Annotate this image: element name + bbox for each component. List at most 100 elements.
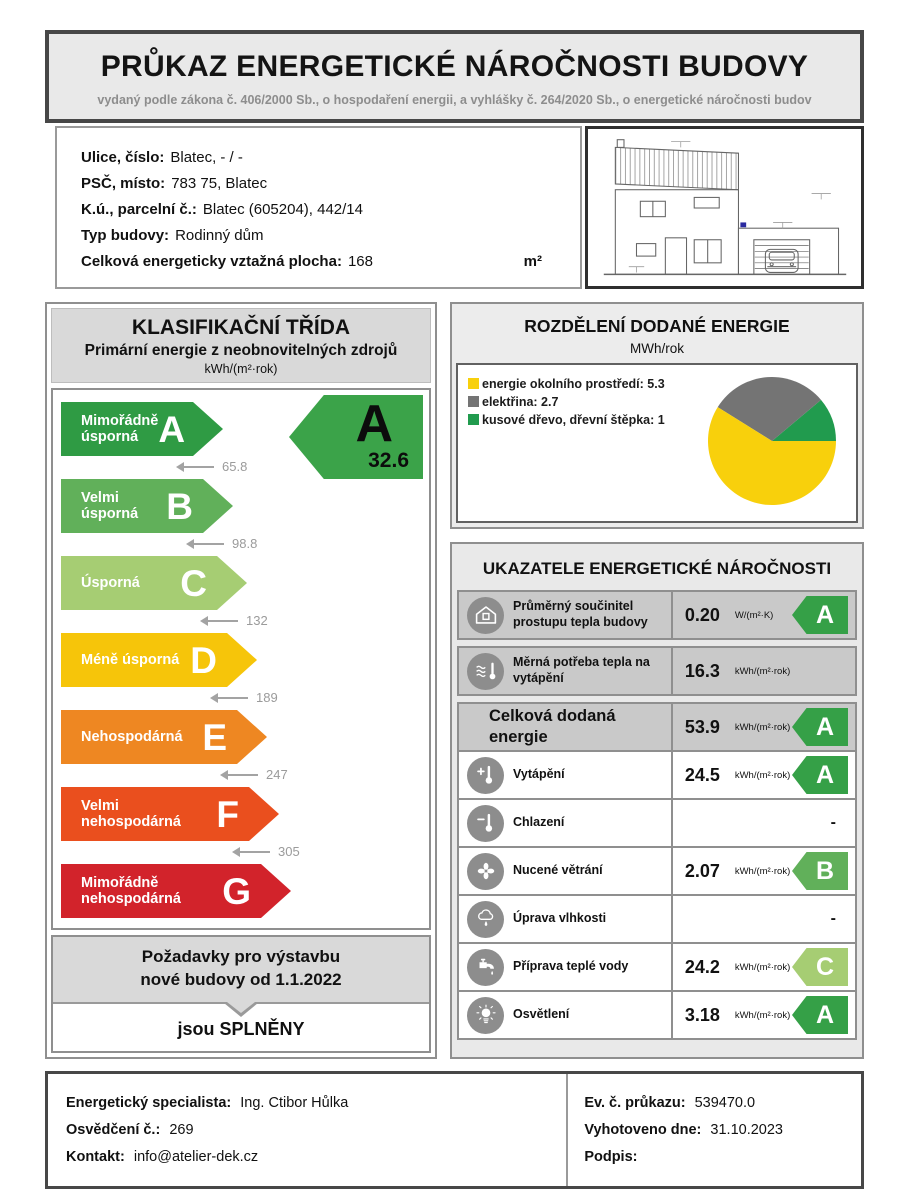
house-icon <box>467 596 504 634</box>
threshold-arrow-icon <box>220 769 258 780</box>
threshold-arrow-icon <box>176 461 214 472</box>
threshold-arrow-icon <box>232 846 270 857</box>
threshold-a: 65.8 <box>176 458 429 475</box>
threshold-arrow-icon <box>186 538 224 549</box>
legend-item: elektřina: 2.7 <box>468 395 700 410</box>
area-unit: m² <box>523 253 542 270</box>
right-column: ROZDĚLENÍ DODANÉ ENERGIE MWh/rok energie… <box>450 302 864 1059</box>
bulb-icon <box>467 996 504 1034</box>
building-type-value: Rodinný dům <box>175 227 264 244</box>
energy-distribution-panel: ROZDĚLENÍ DODANÉ ENERGIE MWh/rok energie… <box>450 302 864 529</box>
band-g: Mimořádně nehospodárná G <box>61 864 291 918</box>
threshold-f: 305 <box>232 843 429 860</box>
area-value: 168 <box>347 253 373 270</box>
specialist-info: Energetický specialista: Ing. Ctibor Hůl… <box>48 1073 569 1186</box>
no-value-dash: - <box>830 814 836 831</box>
info-row-area: Celková energeticky vztažná plocha: 168 … <box>81 253 570 270</box>
band-c: Úsporná C <box>61 556 247 610</box>
classification-panel: KLASIFIKAČNÍ TŘÍDA Primární energie z ne… <box>45 302 437 1059</box>
building-summary: Ulice, číslo: Blatec, - / - PSČ, místo: … <box>45 126 864 289</box>
indicators-title: UKAZATELE ENERGETICKÉ NÁROČNOSTI <box>482 559 832 578</box>
band-b: Velmi úsporná B <box>61 479 233 533</box>
info-row-type: Typ budovy: Rodinný dům <box>81 227 264 244</box>
band-d: Méně úsporná D <box>61 633 257 687</box>
grade-badge: C <box>792 948 848 986</box>
pie-chart-box: energie okolního prostředí: 5.3 elektřin… <box>456 363 858 523</box>
indicator-row-ventilation: Nucené větrání 2.07 kWh/(m²·rok) B <box>457 846 857 896</box>
pie-slice-wood <box>772 399 836 441</box>
legend-swatch-grey <box>468 396 479 407</box>
grade-badge: A <box>792 996 848 1034</box>
legend-swatch-green <box>468 414 479 425</box>
grade-badge: A <box>792 708 848 746</box>
band-e: Nehospodárná E <box>61 710 267 764</box>
classification-unit: kWh/(m²·rok) <box>204 362 278 376</box>
pie-legend: energie okolního prostředí: 5.3 elektřin… <box>468 373 700 513</box>
classification-header: KLASIFIKAČNÍ TŘÍDA Primární energie z ne… <box>51 308 431 383</box>
issue-date-row: Vyhotoveno dne: 31.10.2023 <box>584 1121 783 1138</box>
building-info: Ulice, číslo: Blatec, - / - PSČ, místo: … <box>55 126 582 289</box>
info-row-zip: PSČ, místo: 783 75, Blatec <box>81 175 268 192</box>
page-subtitle: vydaný podle zákona č. 406/2000 Sb., o h… <box>97 93 812 107</box>
evidence-number-row: Ev. č. průkazu: 539470.0 <box>584 1094 756 1111</box>
specialist-name: Ing. Ctibor Hůlka <box>240 1094 349 1111</box>
band-a: Mimořádně úsporná A <box>61 402 223 456</box>
specialist-row: Energetický specialista: Ing. Ctibor Hůl… <box>66 1094 349 1111</box>
pie-slice-electricity <box>717 377 821 441</box>
main-content: KLASIFIKAČNÍ TŘÍDA Primární energie z ne… <box>45 302 864 1059</box>
heat-waves-icon <box>467 652 504 690</box>
house-elevation-drawing <box>603 138 846 275</box>
pie-slice-ambient <box>708 407 836 505</box>
rating-arrow: A 32.6 <box>289 395 423 479</box>
pie-chart <box>708 377 836 505</box>
threshold-arrow-icon <box>200 615 238 626</box>
street-value: Blatec, - / - <box>170 149 243 166</box>
rating-letter: A <box>355 394 393 453</box>
threshold-d: 189 <box>210 689 429 706</box>
indicator-row-heat-demand: Měrná potřeba tepla na vytápění 16.3 kWh… <box>457 646 857 696</box>
indicator-row-lighting: Osvětlení 3.18 kWh/(m²·rok) A <box>457 990 857 1040</box>
heating-thermometer-icon <box>467 756 504 794</box>
classification-title: KLASIFIKAČNÍ TŘÍDA <box>131 316 351 339</box>
classification-subtitle: Primární energie z neobnovitelných zdroj… <box>84 342 398 359</box>
document-meta: Ev. č. průkazu: 539470.0 Vyhotoveno dne:… <box>568 1074 861 1186</box>
energy-class-scale: A 32.6 Mimořádně úsporná A 65.8 Velmi ús… <box>51 388 431 930</box>
threshold-e: 247 <box>220 766 429 783</box>
contact-row: Kontakt: info@atelier-dek.cz <box>66 1148 259 1165</box>
building-drawing <box>585 126 864 289</box>
humidity-cloud-icon <box>467 900 504 938</box>
contact-email: info@atelier-dek.cz <box>133 1148 259 1165</box>
issue-date: 31.10.2023 <box>710 1121 783 1138</box>
signature-row: Podpis: <box>584 1148 638 1165</box>
grade-badge: B <box>792 852 848 890</box>
indicator-row-heating: Vytápění 24.5 kWh/(m²·rok) A <box>457 750 857 800</box>
threshold-arrow-icon <box>210 692 248 703</box>
threshold-b: 98.8 <box>186 535 429 552</box>
legend-item: energie okolního prostředí: 5.3 <box>468 377 700 392</box>
document-header: PRŮKAZ ENERGETICKÉ NÁROČNOSTI BUDOVY vyd… <box>45 30 864 123</box>
page-title: PRŮKAZ ENERGETICKÉ NÁROČNOSTI BUDOVY <box>100 50 809 83</box>
legend-item: kusové dřevo, dřevní štěpka: 1 <box>468 413 700 428</box>
indicators-panel: UKAZATELE ENERGETICKÉ NÁROČNOSTI Průměrn… <box>450 542 864 1059</box>
indicator-row-cooling: Chlazení - <box>457 798 857 848</box>
parcel-value: Blatec (605204), 442/14 <box>202 201 363 218</box>
rating-value: 32.6 <box>368 449 409 473</box>
evidence-number: 539470.0 <box>694 1094 756 1111</box>
notch-icon <box>227 1001 255 1013</box>
document-footer: Energetický specialista: Ing. Ctibor Hůl… <box>45 1070 864 1189</box>
energy-certificate: PRŮKAZ ENERGETICKÉ NÁROČNOSTI BUDOVY vyd… <box>45 30 864 1189</box>
band-f: Velmi nehospodárná F <box>61 787 279 841</box>
requirements-text: Požadavky pro výstavbu nové budovy od 1.… <box>53 937 429 1017</box>
legend-swatch-yellow <box>468 378 479 389</box>
grade-badge: A <box>792 756 848 794</box>
info-row-parcel: K.ú., parcelní č.: Blatec (605204), 442/… <box>81 201 363 218</box>
energy-distribution-header: ROZDĚLENÍ DODANÉ ENERGIE MWh/rok <box>524 316 790 356</box>
certificate-number: 269 <box>169 1121 194 1138</box>
no-value-dash: - <box>830 910 836 927</box>
indicator-row-humidity: Úprava vlhkosti - <box>457 894 857 944</box>
threshold-c: 132 <box>200 612 429 629</box>
indicator-row-total-energy: Celková dodaná energie 53.9 kWh/(m²·rok)… <box>457 702 857 752</box>
info-row-street: Ulice, číslo: Blatec, - / - <box>81 149 243 166</box>
zip-value: 783 75, Blatec <box>171 175 268 192</box>
requirements-box: Požadavky pro výstavbu nové budovy od 1.… <box>51 935 431 1053</box>
